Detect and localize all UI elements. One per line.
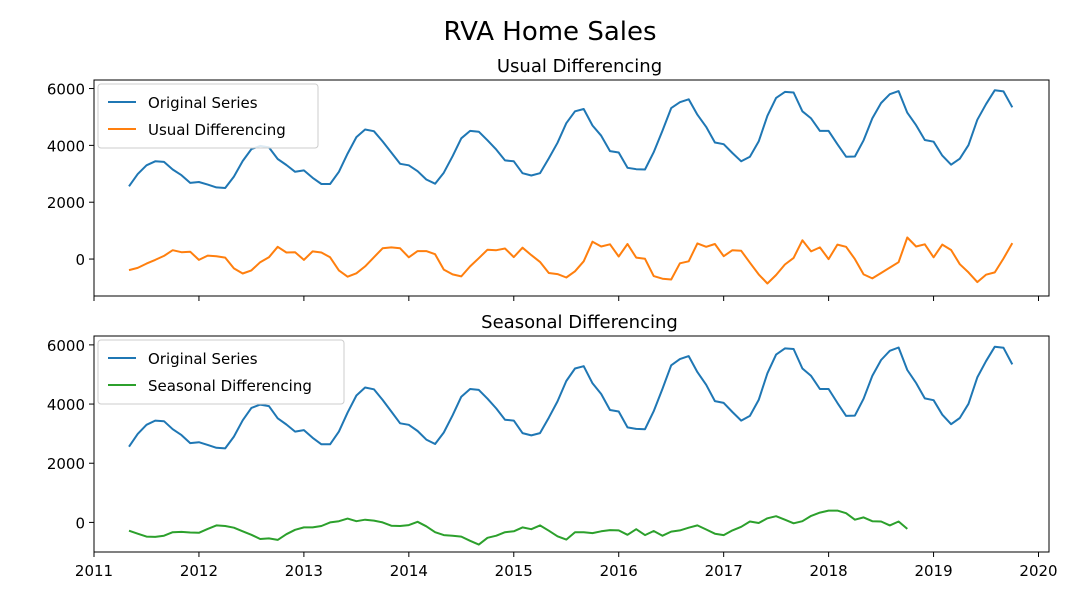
- series-line-original-series: [128, 345, 1014, 450]
- axes-frame: [93, 335, 1050, 553]
- y-tick-label: 0: [75, 251, 85, 269]
- y-tick-label: 6000: [47, 337, 85, 355]
- series-group: [128, 89, 1014, 285]
- axes-usual-differencing: Usual Differencing 0 2000 4000 6000 Original …: [47, 56, 1050, 301]
- x-tick-label: 2017: [705, 562, 743, 580]
- x-tick-label: 2012: [180, 562, 218, 580]
- x-tick-label: 2011: [75, 562, 113, 580]
- legend-box: [97, 339, 345, 405]
- x-tick-label: 2018: [810, 562, 848, 580]
- y-tick-label: 0: [75, 514, 85, 532]
- legend: Original Series Seasonal Differencing: [97, 339, 345, 405]
- y-tick-label: 2000: [47, 194, 85, 212]
- series-line-usual-differencing: [128, 236, 1014, 285]
- x-tick-label: 2015: [495, 562, 533, 580]
- axes-title: Seasonal Differencing: [481, 312, 678, 333]
- series-line-original-series: [128, 89, 1014, 189]
- series-line-seasonal-differencing: [128, 509, 908, 546]
- legend-label: Usual Differencing: [148, 121, 286, 139]
- legend-box: [97, 83, 319, 149]
- figure-suptitle: RVA Home Sales: [443, 17, 656, 47]
- y-tick-label: 4000: [47, 396, 85, 414]
- legend: Original Series Usual Differencing: [97, 83, 319, 149]
- legend-label: Original Series: [148, 350, 258, 368]
- series-group: [128, 345, 1014, 546]
- x-tick-label: 2016: [600, 562, 638, 580]
- y-tick-label: 2000: [47, 455, 85, 473]
- axes-seasonal-differencing: Seasonal Differencing 0 2000 4000 6000 2011 20…: [47, 312, 1058, 580]
- legend-label: Original Series: [148, 94, 258, 112]
- x-tick-label: 2014: [390, 562, 428, 580]
- axes-title: Usual Differencing: [497, 56, 662, 77]
- x-tick-label: 2019: [914, 562, 952, 580]
- legend-label: Seasonal Differencing: [148, 377, 312, 395]
- axes-frame: [93, 79, 1050, 297]
- x-tick-label: 2013: [285, 562, 323, 580]
- x-tick-label: 2020: [1019, 562, 1057, 580]
- y-tick-label: 4000: [47, 137, 85, 155]
- y-tick-label: 6000: [47, 81, 85, 99]
